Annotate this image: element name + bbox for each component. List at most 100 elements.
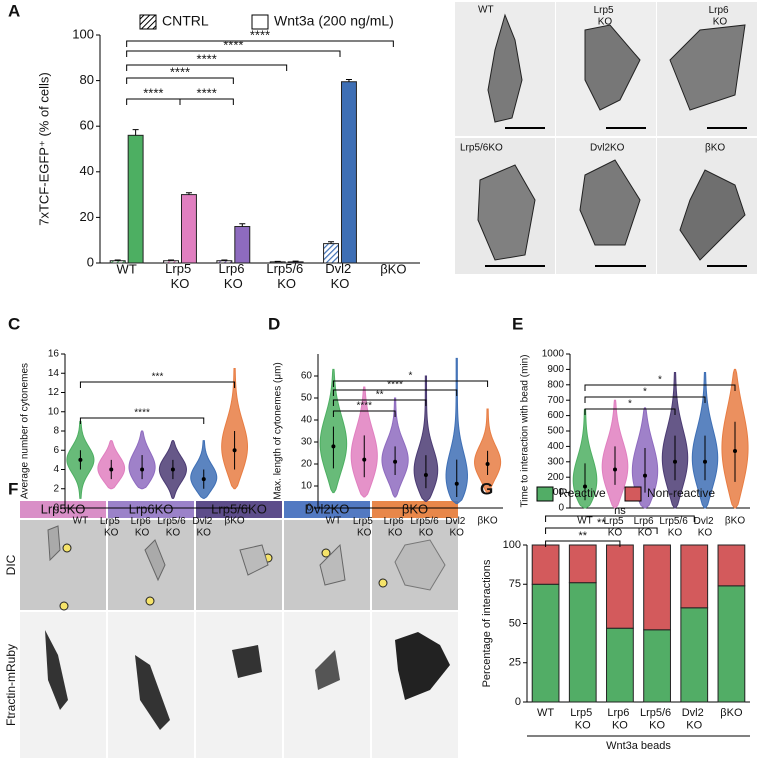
y-tick-label: 0	[515, 696, 521, 708]
y-tick-label: 300	[547, 456, 564, 467]
bar-segment	[606, 627, 634, 703]
y-tick-label: 700	[547, 395, 564, 406]
x-tick-label: Dvl2 KO	[445, 516, 468, 539]
significance-label: ****	[143, 85, 163, 100]
median	[423, 473, 428, 477]
bead	[321, 548, 331, 558]
cell	[487, 13, 523, 123]
significance-label: ***	[152, 372, 164, 383]
median	[109, 467, 114, 472]
x-tick-label: βKO	[477, 516, 497, 527]
y-axis-label: Percentage of interactions	[481, 559, 493, 687]
significance-bracket	[545, 527, 658, 534]
x-tick-label: βKO	[380, 261, 406, 276]
y-tick-label: 0	[306, 503, 312, 514]
significance-label: ****	[134, 408, 150, 419]
y-tick-label: 600	[547, 410, 564, 421]
significance-bracket	[332, 410, 396, 417]
bar	[127, 134, 144, 264]
header: Lrp5KO	[41, 501, 86, 516]
cell	[135, 655, 170, 730]
x-tick-label: Lrp5 KO	[100, 516, 123, 539]
header: βKO	[402, 501, 428, 516]
y-tick-label: 0	[558, 503, 564, 514]
error-bar	[221, 259, 228, 261]
bar	[269, 261, 286, 264]
y-tick-label: 40	[301, 415, 313, 426]
error-bar	[345, 78, 352, 82]
x-tick-label: Lrp5/6 KO	[640, 707, 674, 732]
micrograph-label: Lrp5/6KO	[460, 143, 503, 154]
x-tick-label: Lrp5 KO	[353, 516, 376, 539]
y-tick-label: 60	[301, 371, 313, 382]
median	[393, 459, 398, 464]
bar-segment	[643, 544, 671, 631]
bead	[59, 601, 69, 611]
bar-segment	[717, 585, 746, 703]
header-box	[372, 501, 458, 518]
cell	[319, 543, 346, 586]
x-tick-label: Lrp5/6 KO	[157, 516, 188, 539]
y-tick-label: 12	[48, 387, 60, 398]
bar	[216, 260, 233, 264]
x-tick-label: Lrp5/6 KO	[659, 516, 690, 539]
y-tick-label: 900	[547, 364, 564, 375]
cell	[395, 632, 450, 700]
significance-label: *	[643, 387, 647, 398]
panel-label: E	[512, 314, 523, 333]
cell	[669, 24, 746, 111]
y-tick-label: 100	[72, 26, 94, 41]
y-tick-label: 16	[48, 349, 60, 360]
bar	[163, 260, 180, 264]
legend-swatch	[624, 486, 642, 502]
x-tick-label: Dvl2 KO	[694, 516, 717, 539]
y-tick-label: 10	[301, 481, 313, 492]
significance-bracket	[332, 380, 489, 387]
legend-swatch	[536, 486, 554, 502]
bar	[287, 261, 304, 264]
y-tick-label: 10	[48, 406, 60, 417]
cell	[45, 630, 68, 710]
bar-segment	[531, 583, 560, 703]
y-tick-label: 20	[80, 209, 94, 224]
cell	[315, 650, 340, 690]
bar-segment	[643, 629, 671, 703]
median	[703, 459, 707, 464]
bead	[145, 596, 155, 606]
bead	[62, 543, 72, 553]
significance-bracket	[79, 381, 236, 388]
x-tick-label: Lrp6 KO	[634, 516, 657, 539]
cell	[232, 645, 262, 678]
x-tick-label: WT	[326, 516, 342, 527]
y-tick-label: 20	[301, 459, 313, 470]
header-box	[108, 501, 194, 518]
significance-label: ****	[197, 51, 217, 66]
y-tick-label: 4	[53, 464, 59, 475]
y-tick-label: 25	[509, 657, 521, 669]
violin	[413, 375, 439, 502]
y-tick-label: 500	[547, 426, 564, 437]
bead	[378, 578, 388, 588]
y-tick-label: 60	[80, 118, 94, 133]
cell	[584, 24, 641, 111]
significance-label: ****	[387, 380, 403, 391]
micrograph-label: βKO	[705, 143, 725, 154]
header-box	[20, 501, 106, 518]
median	[201, 477, 206, 482]
violin	[221, 367, 249, 490]
y-axis-label: 7xTCF-EGFP⁺ (% of cells)	[36, 72, 51, 226]
header: Lrp6KO	[129, 501, 174, 516]
y-tick-label: 1000	[542, 349, 565, 360]
bar	[109, 260, 126, 264]
cell	[239, 544, 269, 576]
error-bar	[185, 192, 192, 195]
y-axis-label: Time to interaction with bead (min)	[520, 354, 531, 507]
bar	[323, 243, 340, 264]
legend-label: CNTRL	[162, 13, 209, 29]
median	[170, 467, 175, 472]
micrograph-label: Dvl2KO	[590, 143, 625, 154]
significance-label: *	[409, 371, 413, 382]
significance-label: *	[658, 375, 662, 386]
row-label: DIC	[4, 554, 18, 575]
